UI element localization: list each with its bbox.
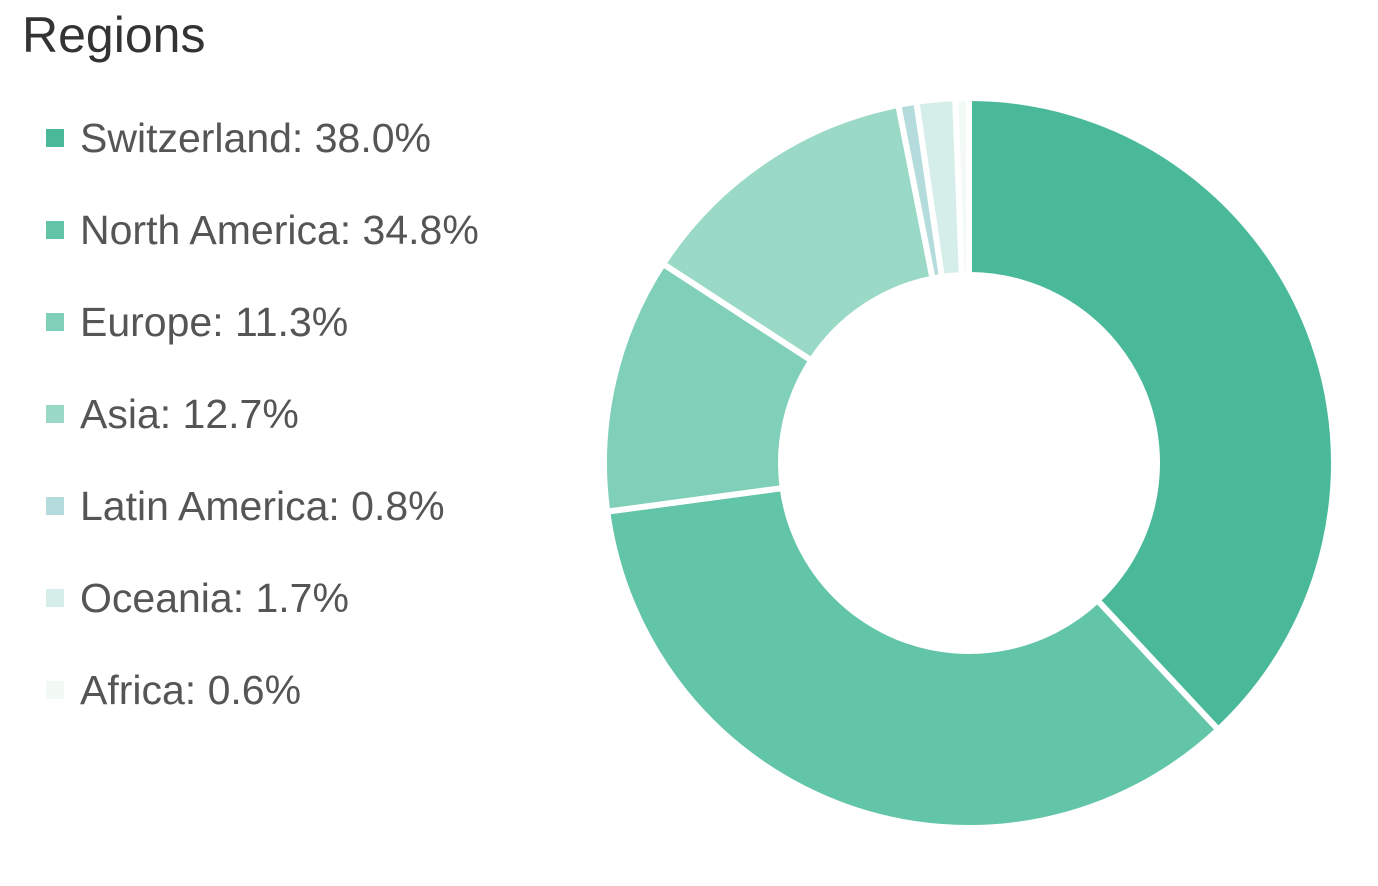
- legend-label: Asia: 12.7%: [80, 390, 299, 437]
- chart-legend: Switzerland: 38.0% North America: 34.8% Eu…: [46, 92, 479, 736]
- legend-swatch: [46, 681, 64, 699]
- legend-swatch: [46, 221, 64, 239]
- donut-chart: [601, 94, 1337, 831]
- legend-swatch: [46, 405, 64, 423]
- legend-label: Europe: 11.3%: [80, 298, 349, 345]
- legend-swatch: [46, 589, 64, 607]
- legend-label: Switzerland: 38.0%: [80, 114, 431, 161]
- chart-title: Regions: [22, 7, 206, 63]
- legend-item[interactable]: Switzerland: 38.0%: [46, 92, 479, 184]
- legend-label: Latin America: 0.8%: [80, 482, 445, 529]
- donut-slice-europe[interactable]: [601, 259, 816, 516]
- legend-swatch: [46, 129, 64, 147]
- legend-swatch: [46, 313, 64, 331]
- donut-slice-north-america[interactable]: [603, 484, 1223, 831]
- legend-item[interactable]: Asia: 12.7%: [46, 368, 479, 460]
- donut-slice-africa[interactable]: [952, 94, 972, 279]
- legend-label: Africa: 0.6%: [80, 666, 302, 713]
- donut-slice-switzerland[interactable]: [966, 94, 1337, 734]
- legend-item[interactable]: Europe: 11.3%: [46, 276, 479, 368]
- legend-item[interactable]: Oceania: 1.7%: [46, 552, 479, 644]
- legend-item[interactable]: Latin America: 0.8%: [46, 460, 479, 552]
- legend-label: North America: 34.8%: [80, 206, 479, 253]
- legend-swatch: [46, 497, 64, 515]
- donut-slice-asia[interactable]: [658, 101, 937, 365]
- legend-label: Oceania: 1.7%: [80, 574, 349, 621]
- legend-item[interactable]: Africa: 0.6%: [46, 644, 479, 736]
- legend-item[interactable]: North America: 34.8%: [46, 184, 479, 276]
